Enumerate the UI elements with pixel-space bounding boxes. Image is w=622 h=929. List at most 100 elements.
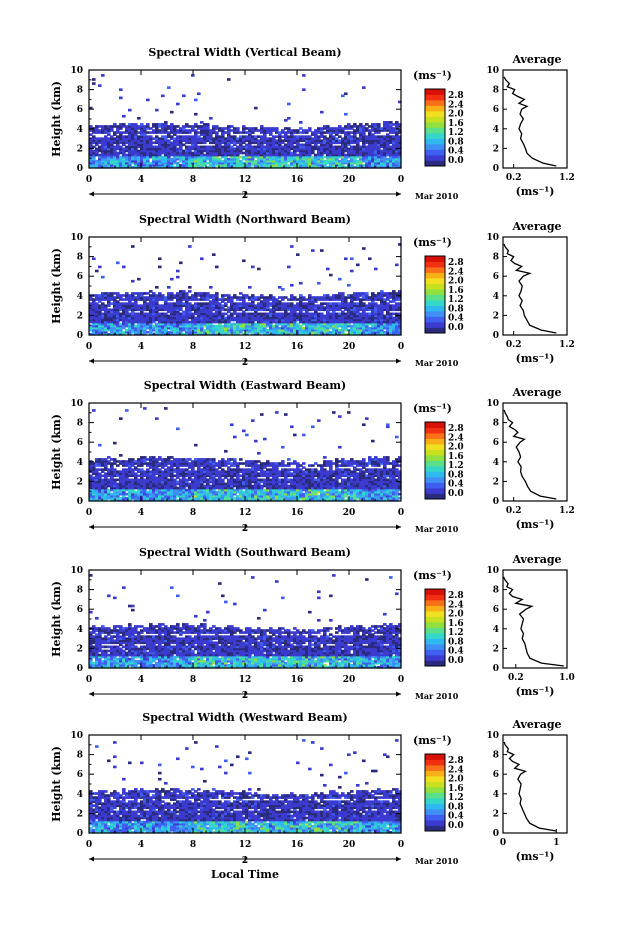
heatmap-cell [278, 165, 282, 169]
heatmap-cell [356, 163, 360, 167]
heatmap-cell [227, 159, 231, 163]
heatmap-cell [104, 147, 108, 151]
heatmap-cell [110, 310, 114, 314]
heatmap-cell [146, 474, 150, 478]
heatmap-cell [269, 159, 273, 163]
heatmap-cell [338, 141, 342, 145]
date-bar-arrow-left [89, 358, 94, 364]
heatmap-cell [245, 324, 249, 328]
heatmap-cell [101, 326, 105, 330]
heatmap-cell [89, 163, 93, 167]
heatmap-cell [104, 308, 108, 312]
heatmap-cell [353, 312, 357, 316]
heatmap-cell [215, 265, 219, 269]
heatmap-cell [131, 147, 135, 151]
heatmap-cell [212, 320, 216, 324]
heatmap-cell [359, 147, 363, 151]
heatmap-cell [245, 163, 249, 167]
heatmap-cell [305, 328, 309, 332]
heatmap-cell [356, 161, 360, 165]
heatmap-cell [206, 312, 210, 316]
heatmap-cell [347, 149, 351, 153]
heatmap-cell [272, 318, 276, 322]
heatmap-cell [140, 151, 144, 155]
heatmap-cell [116, 296, 120, 299]
heatmap-cell [92, 328, 96, 332]
heatmap-cell [317, 129, 321, 132]
heatmap-cell [119, 149, 123, 153]
heatmap-cell [314, 304, 318, 308]
heatmap-cell [176, 427, 180, 431]
colorbar-tick: 0.0 [448, 323, 464, 333]
heatmap-cell [188, 316, 192, 320]
heatmap-cell [320, 133, 324, 136]
heatmap-cell [212, 458, 216, 461]
heatmap-cell [386, 151, 390, 155]
heatmap-cell [272, 320, 276, 324]
heatmap-cell [272, 165, 276, 169]
heatmap-cell [194, 159, 198, 163]
heatmap-cell [380, 330, 384, 334]
heatmap-cell [107, 137, 111, 141]
heatmap-cell [116, 482, 120, 486]
heatmap-cell [98, 312, 102, 316]
colorbar-segment [425, 127, 445, 134]
heatmap-cell [287, 306, 291, 310]
heatmap-cell [353, 322, 357, 326]
heatmap-cell [281, 326, 285, 330]
heatmap-cell [161, 320, 165, 324]
heatmap-cell [182, 494, 186, 498]
heatmap-cell [356, 127, 360, 130]
heatmap-cell [314, 137, 318, 141]
heatmap-cell [257, 322, 261, 326]
heatmap-cell [341, 320, 345, 324]
heatmap-cell [230, 296, 234, 299]
heatmap-cell [143, 488, 147, 492]
heatmap-cell [209, 324, 213, 328]
heatmap-cell [194, 496, 198, 500]
heatmap-cell [164, 151, 168, 155]
heatmap-cell [101, 312, 105, 316]
heatmap-cell [152, 478, 156, 482]
heatmap-cell [206, 127, 210, 130]
colorbar-segment [425, 327, 445, 334]
heatmap-cell [182, 484, 186, 488]
heatmap-cell [140, 161, 144, 165]
heatmap-cell [176, 149, 180, 153]
heatmap-cell [176, 322, 180, 326]
heatmap-cell [365, 145, 369, 149]
heatmap-cell [377, 159, 381, 163]
heatmap-cell [119, 460, 123, 463]
heatmap-cell [104, 460, 108, 463]
heatmap-cell [161, 490, 165, 494]
heatmap-cell [152, 145, 156, 149]
heatmap-cell [92, 161, 96, 165]
heatmap-cell [212, 476, 216, 480]
heatmap-cell [137, 155, 141, 159]
heatmap-cell [377, 308, 381, 312]
heatmap-cell [197, 92, 201, 96]
heatmap-cell [107, 456, 111, 459]
heatmap-cell [131, 245, 135, 248]
heatmap-cell [221, 298, 225, 301]
heatmap-cell [272, 308, 276, 312]
heatmap-cell [359, 145, 363, 149]
heatmap-cell [176, 269, 180, 273]
heatmap-cell [98, 153, 102, 157]
heatmap-cell [131, 153, 135, 157]
heatmap-cell [146, 137, 150, 141]
heatmap-cell [197, 161, 201, 165]
heatmap-cell [164, 498, 168, 502]
heatmap-cell [122, 476, 126, 480]
heatmap-cell [107, 484, 111, 488]
heatmap-cell [152, 298, 156, 301]
heatmap-cell [374, 328, 378, 332]
heatmap-cell [104, 486, 108, 490]
heatmap-cell [176, 466, 180, 469]
heatmap-cell [179, 149, 183, 153]
heatmap-cell [398, 145, 402, 149]
heatmap-cell [161, 482, 165, 486]
heatmap-cell [323, 145, 327, 149]
heatmap-cell [323, 308, 327, 312]
heatmap-cell [230, 155, 234, 159]
